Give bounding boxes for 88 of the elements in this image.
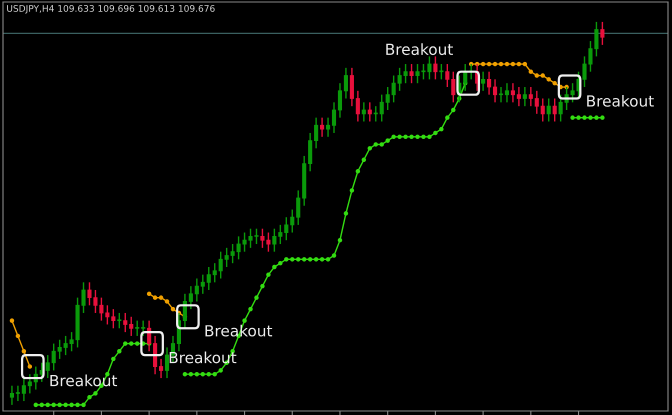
candlestick	[10, 385, 14, 406]
point	[534, 73, 540, 78]
candlestick	[439, 63, 444, 80]
candlestick	[117, 312, 122, 329]
candlestick	[594, 21, 598, 58]
candlestick	[308, 132, 312, 172]
candlestick	[141, 320, 146, 337]
candlestick	[81, 282, 86, 314]
candlestick	[135, 320, 140, 337]
candlestick	[64, 335, 68, 356]
candlestick	[409, 63, 414, 84]
candlestick	[105, 304, 110, 326]
point	[22, 349, 26, 354]
candlestick	[314, 116, 318, 149]
candlestick	[16, 385, 20, 402]
point	[522, 62, 528, 66]
candlestick	[588, 40, 593, 72]
candlestick	[164, 346, 170, 379]
candlestick	[600, 21, 604, 46]
candlestick	[236, 236, 241, 260]
candlestick	[93, 289, 98, 314]
candlestick	[368, 102, 372, 122]
candlestick	[570, 82, 575, 104]
point	[540, 73, 545, 78]
candlestick	[338, 82, 342, 118]
point	[152, 295, 158, 300]
candlestick	[487, 71, 492, 96]
point	[170, 306, 176, 312]
candlestick	[153, 335, 158, 375]
candlestick	[552, 98, 557, 122]
candlestick	[260, 228, 264, 249]
candlestick	[266, 232, 270, 252]
candlestick	[433, 56, 438, 80]
point	[552, 80, 557, 86]
candlestick	[481, 71, 486, 92]
point	[28, 364, 32, 369]
point	[546, 77, 551, 82]
candlestick	[70, 331, 74, 352]
candlestick	[87, 282, 92, 306]
candlestick	[320, 116, 324, 138]
candlestick	[242, 232, 247, 252]
point	[10, 318, 14, 323]
candlestick	[582, 56, 587, 88]
candlestick	[248, 228, 253, 249]
candlestick	[510, 82, 515, 104]
point	[486, 62, 492, 66]
candlestick	[254, 228, 259, 245]
candlestick	[350, 67, 354, 107]
candlestick	[504, 82, 510, 104]
point	[498, 62, 504, 66]
candlestick	[546, 98, 551, 122]
candlestick	[427, 56, 432, 80]
candlestick	[344, 67, 348, 100]
annotation: Breakout	[587, 94, 654, 107]
candlestick	[224, 247, 229, 268]
candlestick	[392, 74, 396, 104]
annotation: Breakout	[386, 43, 453, 56]
point	[492, 62, 498, 66]
candlestick	[111, 308, 116, 329]
point	[528, 69, 534, 74]
point	[510, 62, 516, 66]
candlestick	[22, 377, 26, 402]
candlestick	[272, 228, 276, 252]
candlestick	[404, 63, 408, 84]
candlestick	[362, 102, 366, 122]
candlestick	[498, 86, 504, 104]
point	[16, 334, 20, 338]
candlestick	[326, 116, 330, 138]
candlestick	[492, 78, 498, 104]
candlestick	[99, 296, 104, 322]
point	[146, 292, 152, 296]
candlestick	[332, 102, 336, 134]
candlestick	[522, 86, 527, 107]
candlestick	[421, 63, 426, 80]
candlestick	[230, 243, 235, 264]
point	[516, 62, 522, 66]
candlestick	[356, 90, 360, 122]
candlestick	[415, 63, 420, 84]
point	[164, 299, 170, 304]
point	[158, 295, 164, 300]
candlestick	[558, 94, 563, 122]
candlestick	[516, 86, 521, 107]
candlestick	[398, 67, 402, 92]
candlestick	[188, 285, 193, 310]
point	[504, 62, 510, 66]
candlestick	[158, 358, 164, 379]
chart-title: USDJPY,H4 109.633 109.696 109.613 109.676	[7, 5, 215, 14]
point	[480, 62, 486, 66]
